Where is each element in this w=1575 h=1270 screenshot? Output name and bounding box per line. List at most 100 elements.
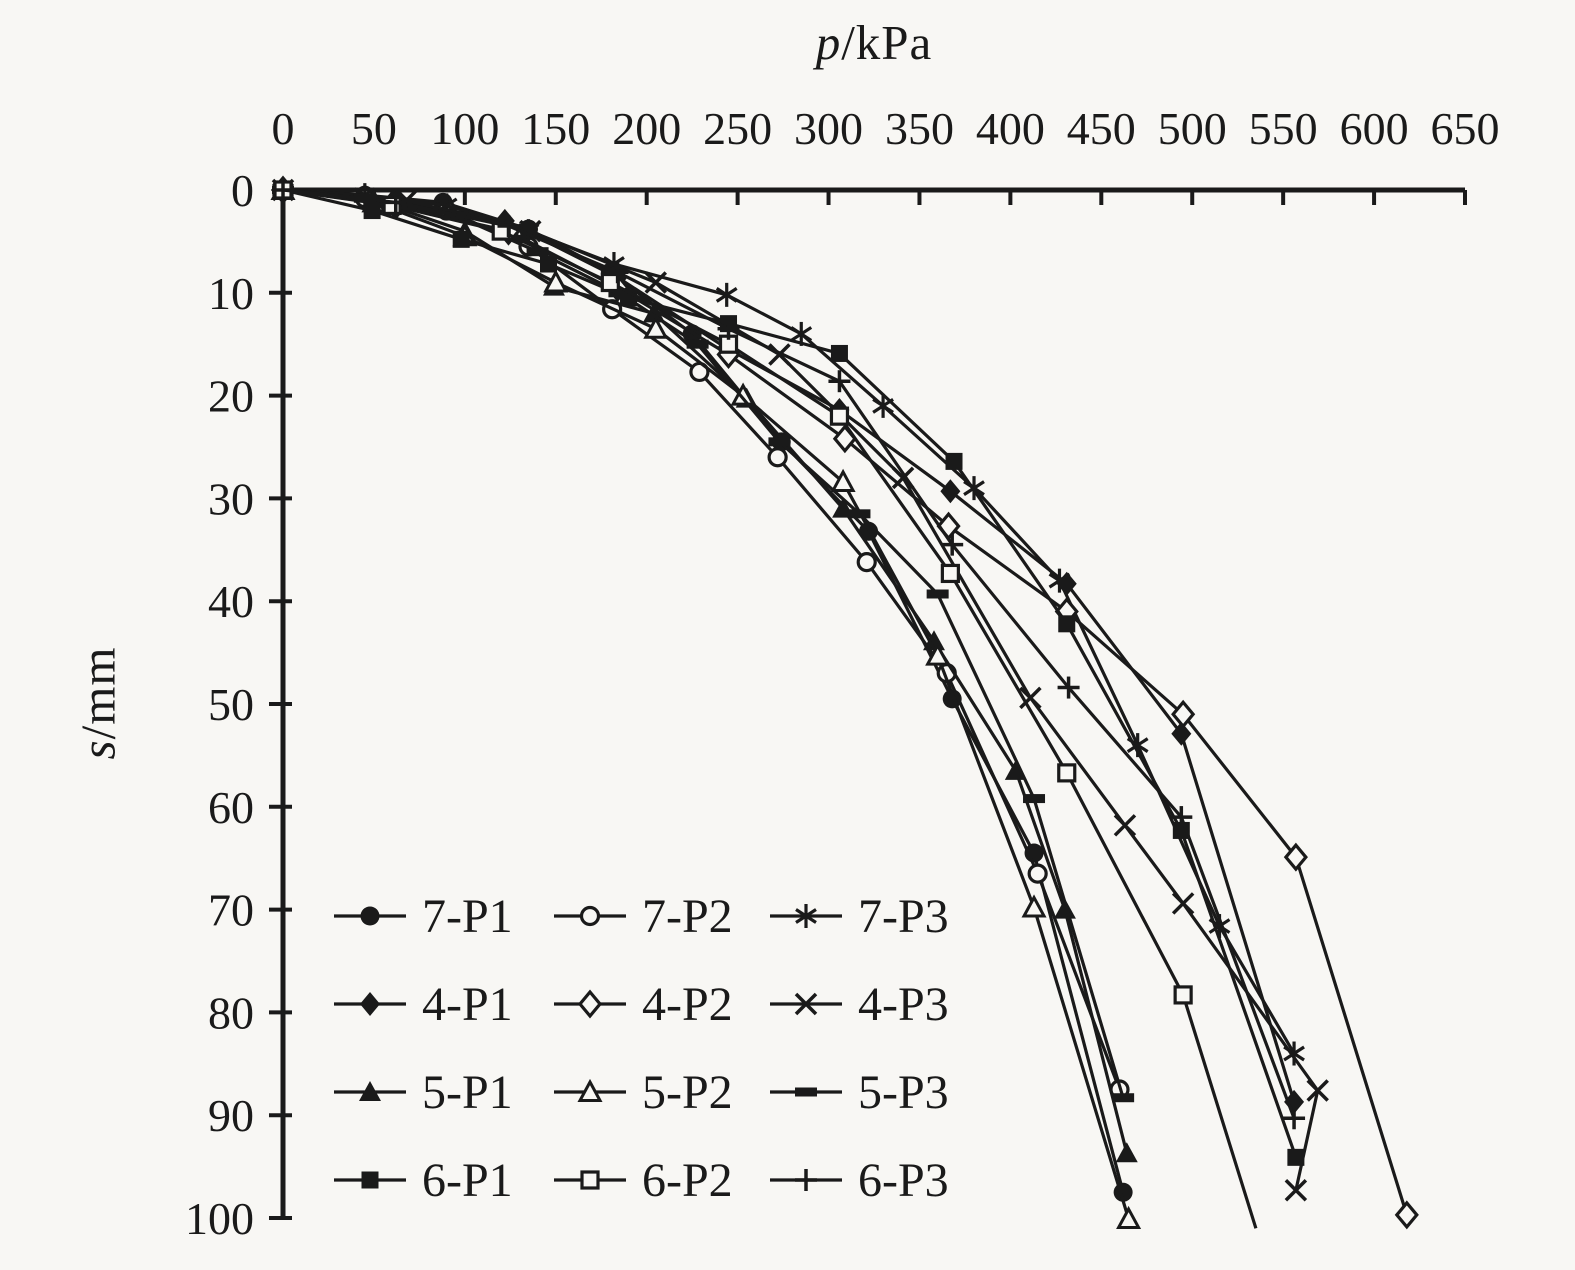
legend-label: 7-P2 [642, 890, 733, 943]
x-axis-variable: p [815, 15, 842, 70]
marker-triangle-filled [923, 630, 946, 651]
marker-triangle-filled [1115, 1142, 1138, 1163]
marker-bar [526, 247, 549, 257]
x-tick-label: 450 [1067, 103, 1136, 154]
series-line [282, 188, 1296, 1119]
legend-item-6-P1: 6-P1 [334, 1154, 513, 1207]
legend-label: 7-P1 [422, 890, 513, 943]
y-tick-label: 50 [208, 679, 254, 730]
marker-circle-open [767, 447, 788, 468]
marker-triangle-open [830, 468, 856, 492]
x-axis-ticks [371, 190, 1467, 205]
legend-item-7-P1: 7-P1 [334, 890, 513, 943]
marker-plus [1170, 806, 1193, 829]
x-tick-label: 300 [794, 103, 863, 154]
marker-square-filled [1287, 1148, 1305, 1166]
series-6-P2 [273, 180, 1258, 1229]
marker-diamond-open [1171, 699, 1196, 729]
x-tick-label: 150 [521, 103, 590, 154]
legend-item-4-P3: 4-P3 [770, 978, 949, 1031]
marker-diamond-open [577, 989, 603, 1019]
marker-plus [384, 191, 407, 214]
y-axis-title: s/mm [70, 647, 127, 760]
marker-plus [941, 533, 964, 556]
y-tick-label: 60 [208, 782, 254, 833]
x-tick-label: 250 [703, 103, 772, 154]
marker-asterisk [795, 904, 817, 928]
marker-diamond-open [1283, 842, 1308, 872]
marker-square-open [1057, 763, 1077, 783]
legend-label: 6-P1 [422, 1154, 513, 1207]
marker-plus [1283, 1107, 1306, 1130]
marker-square-filled [945, 452, 963, 470]
marker-diamond-open [832, 424, 857, 454]
marker-x [1306, 1079, 1329, 1102]
legend-item-5-P3: 5-P3 [770, 1066, 949, 1119]
marker-x [1171, 892, 1195, 915]
marker-plus [795, 1169, 817, 1191]
y-tick-label: 20 [208, 371, 254, 422]
legend-label: 4-P2 [642, 978, 733, 1031]
marker-bar [1112, 1093, 1135, 1103]
series-7-P2 [272, 179, 1130, 1100]
legend-item-5-P2: 5-P2 [554, 1066, 733, 1119]
marker-bar [768, 437, 791, 447]
marker-triangle-open [577, 1078, 603, 1102]
marker-plus [606, 261, 629, 284]
marker-diamond-filled [1171, 721, 1192, 746]
legend-item-4-P1: 4-P1 [334, 978, 513, 1031]
marker-triangle-open [1116, 1205, 1142, 1230]
marker-square-open [829, 406, 850, 426]
marker-diamond-filled [940, 479, 961, 504]
marker-triangle-filled [1053, 898, 1076, 919]
x-tick-label: 650 [1431, 103, 1500, 154]
marker-x [794, 992, 818, 1016]
x-tick-label: 350 [885, 103, 954, 154]
legend-item-7-P3: 7-P3 [770, 890, 949, 943]
marker-circle-open [856, 552, 877, 573]
y-axis-ticks [269, 290, 292, 1220]
marker-plus [717, 317, 740, 340]
y-axis-variable: s [70, 739, 126, 760]
x-tick-label: 600 [1340, 103, 1409, 154]
marker-bar [686, 339, 709, 349]
legend-item-4-P2: 4-P2 [554, 978, 733, 1031]
legend-label: 4-P3 [858, 978, 949, 1031]
marker-square-filled [363, 202, 381, 220]
series-4-P1 [273, 178, 1305, 1114]
x-tick-label: 50 [351, 103, 397, 154]
legend-item-6-P3: 6-P3 [770, 1154, 949, 1207]
legend: 7-P1 7-P2 7-P3 4-P1 4-P2 4-P3 5-P1 5-P2 5-P3 6-P1… [334, 890, 949, 1207]
marker-bar [848, 509, 871, 519]
legend-label: 6-P3 [858, 1154, 949, 1207]
legend-label: 4-P1 [422, 978, 513, 1031]
legend-label: 5-P1 [422, 1066, 513, 1119]
y-tick-label: 100 [185, 1193, 254, 1244]
marker-plus [272, 179, 294, 201]
legend-label: 7-P3 [858, 890, 949, 943]
marker-x [1019, 686, 1042, 710]
y-tick-label: 40 [208, 576, 254, 627]
series-line [282, 188, 1125, 1099]
x-tick-label: 100 [430, 103, 499, 154]
x-tick-label: 400 [976, 103, 1045, 154]
marker-square-filled [452, 230, 470, 248]
y-tick-label: 90 [208, 1090, 254, 1141]
marker-diamond-filled [360, 992, 380, 1016]
y-tick-label: 10 [208, 268, 254, 319]
marker-plus [497, 214, 520, 237]
marker-square-open [940, 563, 960, 584]
y-tick-label: 0 [231, 165, 254, 216]
marker-bar [795, 1087, 817, 1097]
legend-item-5-P1: 5-P1 [334, 1066, 513, 1119]
series-line [282, 188, 1121, 1091]
x-tick-label: 550 [1249, 103, 1318, 154]
marker-bar [926, 589, 949, 599]
legend-item-6-P2: 6-P2 [554, 1154, 733, 1207]
marker-triangle-open [1021, 894, 1047, 918]
marker-square-filled [1058, 615, 1076, 633]
series-line [282, 188, 1258, 1229]
series-5-P3 [272, 185, 1135, 1103]
